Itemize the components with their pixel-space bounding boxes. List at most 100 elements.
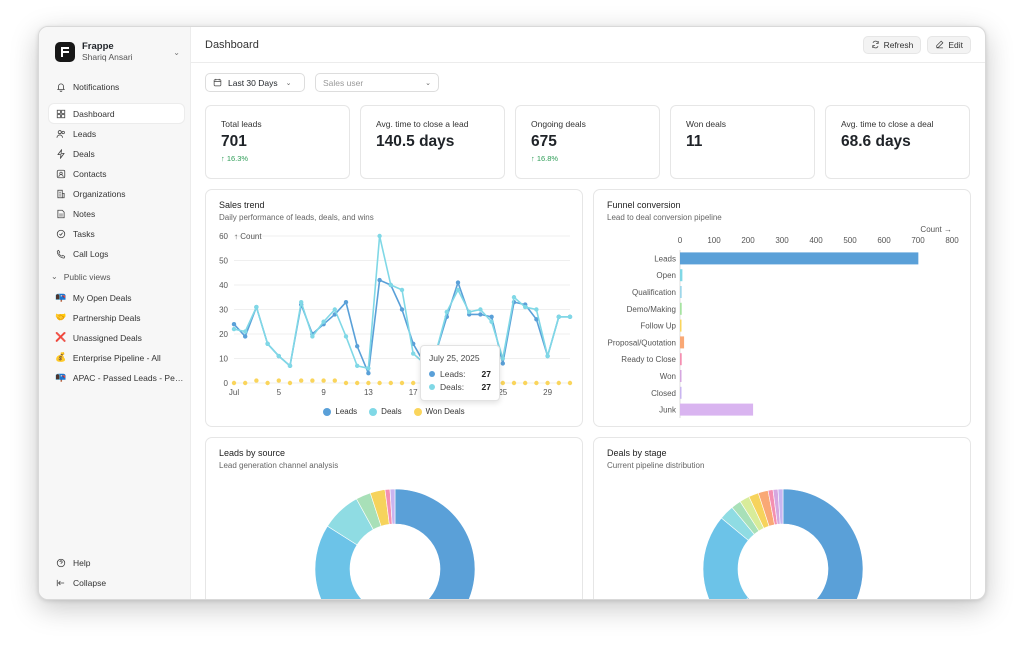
- kpi-card-avg-close-deal: Avg. time to close a deal 68.6 days: [825, 105, 970, 179]
- deals-point: [355, 363, 360, 369]
- view-label: Enterprise Pipeline - All: [72, 352, 161, 363]
- donut-slice: [777, 488, 784, 525]
- public-view-item[interactable]: 🤝 Partnership Deals: [49, 308, 184, 327]
- won-deals-point: [545, 380, 550, 386]
- kpi-change: ↑ 16.3%: [221, 154, 249, 163]
- funnel-bar: [680, 353, 682, 366]
- kpi-label: Won deals: [686, 119, 727, 129]
- public-view-item[interactable]: 💰 Enterprise Pipeline - All: [49, 348, 184, 367]
- tooltip-date: July 25, 2025: [429, 353, 480, 363]
- sidebar-item-dashboard[interactable]: Dashboard: [49, 104, 184, 123]
- panel-title: Deals by stage: [607, 448, 667, 458]
- legend-swatch: [413, 407, 422, 416]
- category-label: Ready to Close: [621, 355, 676, 364]
- funnel-bar: [680, 370, 682, 382]
- deals-point: [444, 309, 449, 315]
- deals-point: [366, 366, 371, 371]
- legend-item-leads[interactable]: Leads: [323, 407, 357, 416]
- sidebar-item-notes[interactable]: Notes: [49, 204, 184, 223]
- deals-point: [399, 287, 405, 293]
- y-tick-label: 20: [219, 330, 228, 339]
- sidebar-item-call-logs[interactable]: Call Logs: [49, 244, 184, 263]
- won-deals-point: [567, 380, 573, 386]
- panel-subtitle: Lead generation channel analysis: [219, 461, 339, 470]
- leads-point: [399, 307, 405, 312]
- collapse-arrow-icon: [55, 577, 67, 589]
- x-tick-label: 5: [277, 388, 282, 397]
- won-deals-point: [388, 380, 393, 386]
- public-view-item[interactable]: 📭 My Open Deals: [49, 288, 184, 307]
- deals-series-line: [233, 235, 570, 370]
- kpi-value: 11: [686, 133, 703, 150]
- won-deals-point: [332, 378, 337, 383]
- x-tick-label: 300: [775, 236, 789, 245]
- chart-legend: Leads Deals Won Deals: [206, 407, 582, 416]
- public-view-item[interactable]: 📭 APAC - Passed Leads - Pending: [49, 368, 184, 387]
- funnel-bar: [680, 269, 683, 282]
- deals-point: [556, 314, 561, 320]
- legend-label: Leads: [335, 407, 358, 416]
- date-range-select[interactable]: Last 30 Days ⌄: [205, 73, 305, 92]
- kpi-value: 701: [221, 133, 247, 150]
- date-range-value: Last 30 Days: [228, 77, 278, 88]
- note-icon: [55, 208, 67, 220]
- leads-point: [478, 312, 483, 317]
- refresh-label: Refresh: [883, 39, 914, 50]
- sidebar-item-contacts[interactable]: Contacts: [49, 164, 184, 183]
- kpi-row: Total leads 701 ↑ 16.3% Avg. time to clo…: [205, 105, 970, 179]
- sidebar-item-leads[interactable]: Leads: [49, 124, 184, 143]
- building-icon: [55, 188, 67, 200]
- leads-point: [500, 361, 505, 366]
- legend-label: Won Deals: [425, 407, 465, 416]
- public-view-item[interactable]: ❌ Unassigned Deals: [49, 328, 184, 347]
- sidebar-item-notifications[interactable]: Notifications: [49, 77, 184, 96]
- sidebar-item-label: Notes: [73, 208, 96, 219]
- won-deals-point: [556, 380, 561, 386]
- tooltip-label: Deals:: [440, 381, 465, 392]
- sidebar-item-deals[interactable]: Deals: [49, 144, 184, 163]
- funnel-bar: [680, 386, 682, 399]
- workspace-switcher[interactable]: Frappe Shariq Ansari ⌄: [39, 27, 190, 73]
- funnel-chart[interactable]: Count → 0 100 200 300 400 500 600 700 800 Leads Ope…: [594, 190, 971, 427]
- view-label: Unassigned Deals: [72, 332, 142, 343]
- won-deals-point: [399, 380, 405, 386]
- bell-icon: [55, 81, 67, 93]
- legend-item-won-deals[interactable]: Won Deals: [413, 407, 465, 416]
- refresh-button[interactable]: Refresh: [862, 35, 922, 54]
- x-tick-label: 0: [678, 236, 683, 245]
- deals-by-stage-chart[interactable]: [594, 438, 971, 599]
- kpi-value: 675: [531, 133, 557, 150]
- deals-point: [511, 295, 517, 300]
- won-deals-point: [500, 380, 505, 386]
- view-label: Partnership Deals: [72, 312, 141, 323]
- deals-icon: [55, 148, 67, 160]
- sales-trend-panel: Sales trend Daily performance of leads, …: [205, 189, 583, 427]
- edit-button[interactable]: Edit: [927, 35, 971, 54]
- deals-point: [478, 307, 483, 312]
- chevron-down-icon: ⌄: [425, 79, 431, 87]
- sidebar-item-help[interactable]: Help: [49, 553, 184, 572]
- category-label: Follow Up: [640, 322, 676, 331]
- top-bar: Dashboard Refresh Edit: [191, 27, 985, 63]
- y-tick-label: 0: [224, 379, 229, 388]
- leads-point: [455, 280, 461, 285]
- legend-item-deals[interactable]: Deals: [369, 407, 402, 416]
- leads-by-source-chart[interactable]: [206, 438, 583, 599]
- won-deals-point: [523, 380, 528, 386]
- won-deals-point: [254, 378, 259, 383]
- kpi-value: 140.5 days: [376, 133, 455, 150]
- panel-title: Sales trend: [219, 200, 265, 210]
- sidebar-item-tasks[interactable]: Tasks: [49, 224, 184, 243]
- x-tick-label: 9: [321, 388, 326, 397]
- leads-point: [243, 334, 248, 339]
- panel-title: Leads by source: [219, 448, 286, 458]
- public-views-toggle[interactable]: ⌄ Public views: [49, 267, 184, 286]
- sales-user-select[interactable]: Sales user ⌄: [315, 73, 439, 92]
- kpi-change: ↑ 16.8%: [531, 154, 559, 163]
- sidebar-item-organizations[interactable]: Organizations: [49, 184, 184, 203]
- deals-point: [567, 314, 573, 320]
- deals-point: [332, 307, 337, 312]
- won-deals-point: [310, 378, 315, 383]
- sidebar-collapse-button[interactable]: Collapse: [49, 573, 184, 592]
